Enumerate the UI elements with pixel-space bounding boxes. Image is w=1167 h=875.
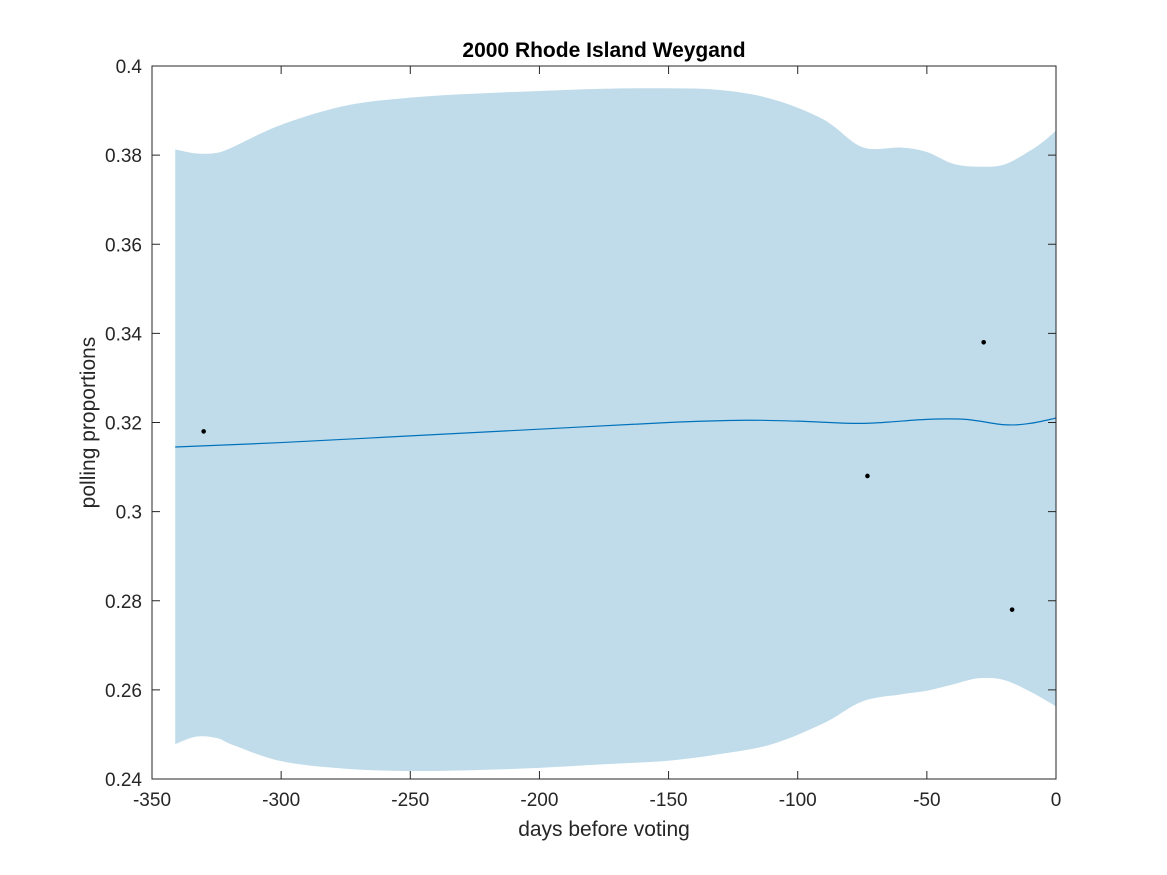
confidence-band [175,88,1056,772]
y-tick-label: 0.26 [105,681,142,702]
x-tick-label: -150 [650,790,688,811]
y-tick-label: 0.28 [105,592,142,613]
y-tick-label: 0.38 [105,146,142,167]
y-axis-label: polling proportions [77,337,100,509]
y-tick-label: 0.32 [105,414,142,435]
y-tick-label: 0.24 [105,770,142,791]
x-tick-label: 0 [1051,790,1062,811]
x-axis-label: days before voting [518,818,690,841]
poll-point [981,339,986,345]
x-tick-label: -350 [133,790,171,811]
x-tick-label: -300 [262,790,300,811]
x-tick-label: -250 [391,790,429,811]
x-tick-label: -50 [913,790,940,811]
poll-point [865,473,870,479]
trend-line [175,417,1057,448]
x-tick-label: -200 [520,790,558,811]
y-tick-label: 0.3 [116,503,142,524]
plot-area: -350 -300 -250 -200 -150 -100 -50 0 0.24 0.26 0.28… [105,57,1061,811]
poll-point [201,429,206,434]
x-tick-label: -100 [779,790,817,811]
y-tick-label: 0.4 [116,57,143,78]
y-tick-label: 0.36 [105,235,142,256]
chart-title: 2000 Rhode Island Weygand [462,39,745,62]
poll-point [1009,607,1015,612]
y-tick-label: 0.34 [105,324,142,345]
